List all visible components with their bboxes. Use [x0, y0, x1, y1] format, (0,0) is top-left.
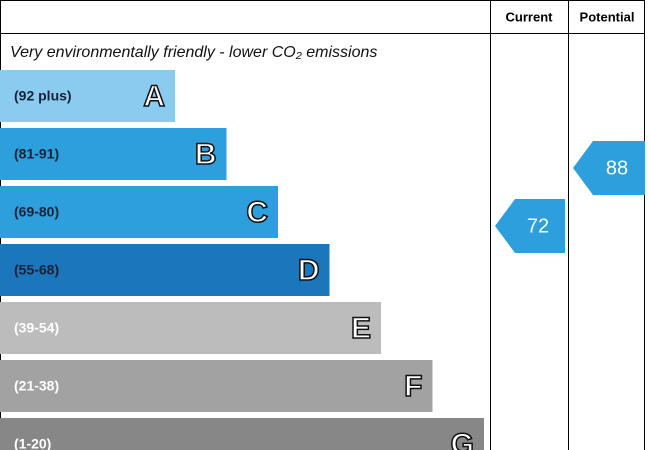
band-range: (81-91) [14, 146, 59, 162]
band-letter: B [195, 138, 217, 171]
rating-band [0, 360, 433, 412]
band-letter: G [451, 428, 474, 450]
rating-arrow [495, 199, 565, 253]
rating-band [0, 302, 381, 354]
band-letter: C [246, 196, 268, 229]
band-letter: A [143, 80, 165, 113]
header-current: Current [506, 9, 554, 24]
rating-band [0, 186, 278, 238]
band-range: (39-54) [14, 320, 59, 336]
rating-band [0, 70, 175, 122]
band-range: (1-20) [14, 436, 51, 450]
band-range: (21-38) [14, 378, 59, 394]
rating-value: 72 [527, 215, 549, 237]
band-range: (69-80) [14, 204, 59, 220]
band-letter: E [351, 312, 371, 345]
rating-band [0, 418, 484, 450]
band-range: (55-68) [14, 262, 59, 278]
header-potential: Potential [580, 9, 635, 24]
rating-band [0, 128, 227, 180]
rating-band [0, 244, 330, 296]
rating-value: 88 [606, 157, 628, 179]
band-letter: D [298, 254, 320, 287]
subtitle: Very environmentally friendly - lower CO… [10, 44, 377, 61]
band-letter: F [404, 370, 422, 403]
rating-arrow [573, 141, 645, 195]
band-range: (92 plus) [14, 88, 72, 104]
